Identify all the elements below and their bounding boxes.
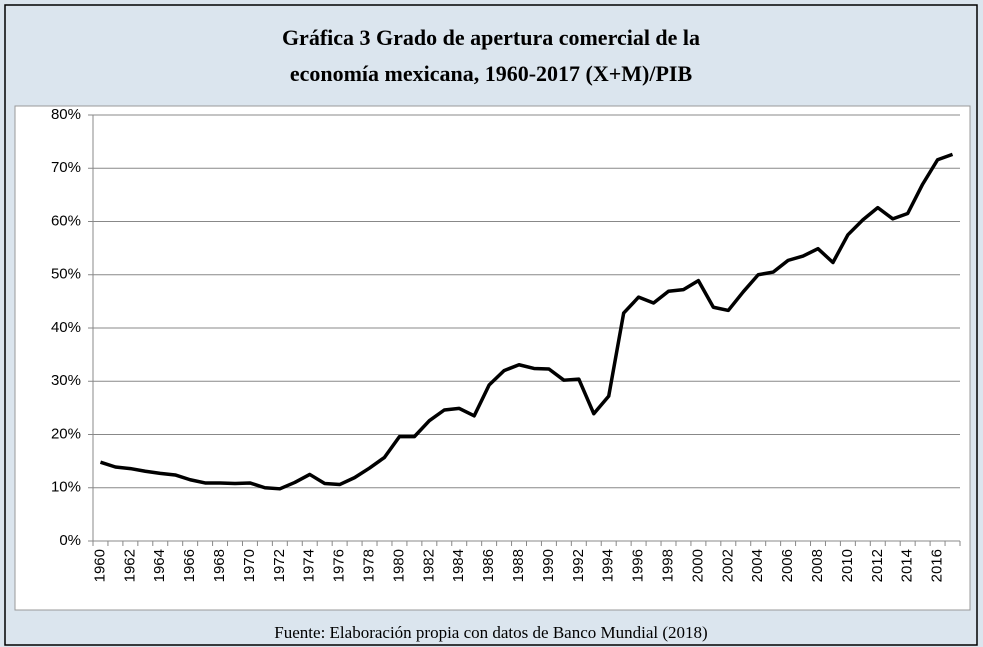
x-tick-label: 1988 <box>510 549 527 582</box>
x-tick-label: 1994 <box>600 549 617 582</box>
y-tick-label: 70% <box>51 159 81 176</box>
x-tick-label: 1972 <box>271 549 288 582</box>
x-tick-label: 2000 <box>689 549 706 582</box>
x-tick-label: 2016 <box>929 549 946 582</box>
y-tick-label: 10% <box>51 479 81 496</box>
x-tick-label: 1996 <box>630 549 647 582</box>
x-tick-label: 1960 <box>91 549 108 582</box>
chart-title: Gráfica 3 Grado de apertura comercial de… <box>282 25 700 50</box>
y-tick-label: 20% <box>51 425 81 442</box>
x-tick-label: 1964 <box>151 549 168 582</box>
x-tick-label: 2004 <box>749 549 766 582</box>
frame <box>4 4 978 646</box>
y-tick-label: 0% <box>59 532 81 549</box>
x-tick-label: 1992 <box>570 549 587 582</box>
y-tick-label: 30% <box>51 372 81 389</box>
x-tick-label: 1974 <box>301 549 318 582</box>
x-tick-label: 1998 <box>659 549 676 582</box>
x-tick-label: 1968 <box>211 549 228 582</box>
x-tick-label: 1976 <box>331 549 348 582</box>
x-tick-label: 1970 <box>241 549 258 582</box>
x-tick-label: 2006 <box>779 549 796 582</box>
x-tick-label: 2014 <box>899 549 916 582</box>
x-tick-label: 2012 <box>869 549 886 582</box>
x-tick-label: 2010 <box>839 549 856 582</box>
chart-title: economía mexicana, 1960-2017 (X+M)/PIB <box>290 61 693 86</box>
x-tick-label: 2008 <box>809 549 826 582</box>
x-tick-label: 1986 <box>480 549 497 582</box>
y-tick-label: 60% <box>51 212 81 229</box>
y-tick-label: 50% <box>51 266 81 283</box>
y-tick-label: 40% <box>51 319 81 336</box>
y-tick-label: 80% <box>51 106 81 123</box>
x-tick-label: 1966 <box>181 549 198 582</box>
x-tick-label: 1990 <box>540 549 557 582</box>
x-tick-label: 1982 <box>420 549 437 582</box>
x-tick-label: 2002 <box>719 549 736 582</box>
x-tick-label: 1978 <box>361 549 378 582</box>
data-line <box>99 152 954 491</box>
x-tick-label: 1984 <box>450 549 467 582</box>
chart-area <box>14 105 971 611</box>
x-tick-label: 1980 <box>390 549 407 582</box>
x-tick-label: 1962 <box>121 549 138 582</box>
source: Fuente: Elaboración propia con datos de … <box>274 623 707 642</box>
